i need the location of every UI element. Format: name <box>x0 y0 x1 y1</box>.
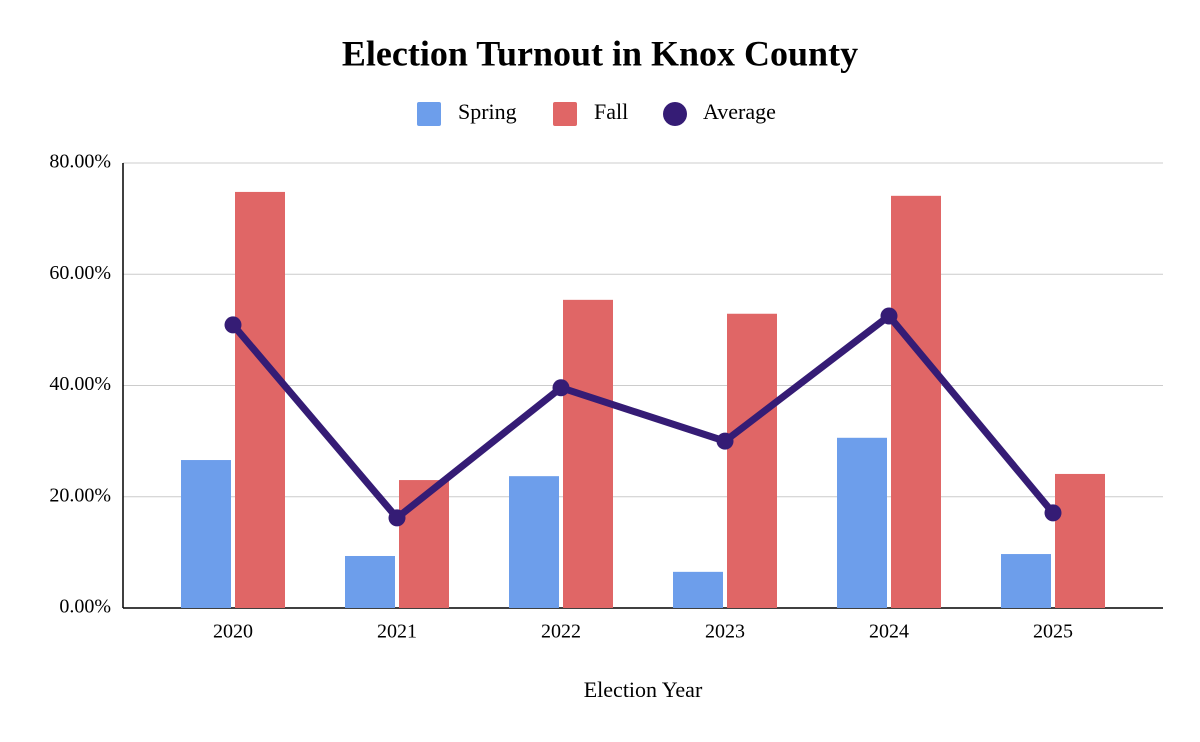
point <box>552 379 570 397</box>
y-tick-label: 80.00% <box>49 151 111 173</box>
point <box>880 307 898 325</box>
legend-marker <box>663 102 687 126</box>
bar <box>1001 554 1051 608</box>
point <box>224 316 242 334</box>
legend-marker <box>553 102 577 126</box>
x-tick-label: 2020 <box>213 621 253 643</box>
x-tick-label: 2022 <box>541 621 581 643</box>
bar <box>563 299 613 608</box>
bar <box>345 555 395 608</box>
bar <box>891 195 941 608</box>
bar <box>181 460 231 608</box>
legend-label: Fall <box>594 99 628 124</box>
point <box>1044 504 1062 522</box>
bar <box>509 476 559 608</box>
point <box>388 509 406 527</box>
point <box>716 432 734 450</box>
legend-label: Average <box>703 99 776 124</box>
y-tick-label: 20.00% <box>49 484 111 506</box>
x-tick-label: 2024 <box>869 621 909 643</box>
line <box>230 312 1056 522</box>
bar <box>235 191 285 609</box>
legend-marker <box>417 102 441 126</box>
chart-title: Election Turnout in Knox County <box>342 33 858 73</box>
x-tick-label: 2023 <box>705 621 745 643</box>
y-tick-label: 0.00% <box>59 596 111 618</box>
bar <box>673 571 723 608</box>
bar <box>837 437 887 608</box>
y-tick-label: 40.00% <box>49 373 111 395</box>
bar <box>727 313 777 608</box>
legend-label: Spring <box>458 99 517 124</box>
y-tick-label: 60.00% <box>49 262 111 284</box>
x-axis-title: Election Year <box>584 677 703 702</box>
bar <box>1055 473 1105 608</box>
x-tick-label: 2021 <box>377 621 417 643</box>
x-tick-label: 2025 <box>1033 621 1073 643</box>
bar <box>399 480 449 608</box>
